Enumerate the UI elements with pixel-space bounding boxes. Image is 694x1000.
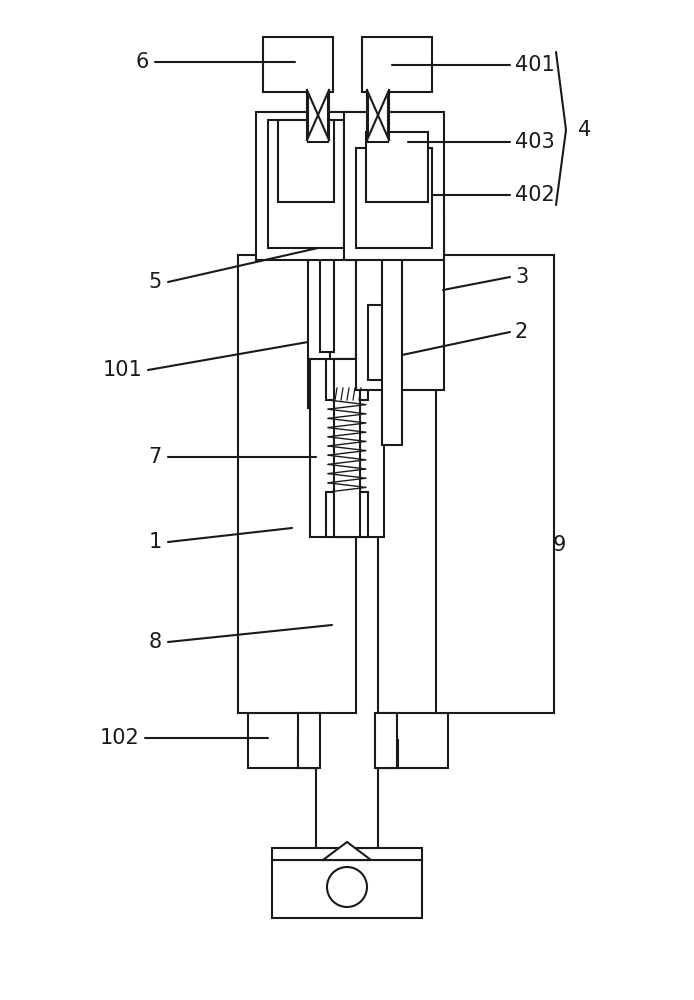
Bar — [362, 37, 432, 92]
Polygon shape — [367, 90, 389, 115]
Bar — [382, 215, 402, 445]
Text: 402: 402 — [515, 185, 555, 205]
Bar — [272, 860, 422, 918]
Bar — [278, 120, 334, 202]
Bar — [298, 713, 320, 768]
Bar — [316, 200, 378, 848]
Polygon shape — [323, 842, 371, 860]
Bar — [368, 90, 388, 142]
Text: 4: 4 — [578, 120, 591, 140]
Text: 1: 1 — [149, 532, 162, 552]
Bar — [272, 848, 422, 860]
Polygon shape — [307, 90, 329, 115]
Text: 5: 5 — [149, 272, 162, 292]
Polygon shape — [367, 115, 389, 140]
Bar — [356, 212, 444, 390]
Bar — [310, 359, 384, 537]
Text: 2: 2 — [515, 322, 528, 342]
Bar — [248, 713, 448, 768]
Bar — [436, 255, 554, 713]
Bar — [366, 132, 428, 202]
Text: 8: 8 — [149, 632, 162, 652]
Text: 7: 7 — [149, 447, 162, 467]
Bar — [320, 132, 334, 352]
Bar — [368, 305, 392, 380]
Text: 401: 401 — [515, 55, 555, 75]
Bar — [268, 120, 344, 248]
Text: 101: 101 — [102, 360, 142, 380]
Bar — [263, 37, 333, 92]
Polygon shape — [307, 115, 329, 140]
Bar — [334, 359, 360, 537]
Bar — [256, 112, 356, 260]
Text: 9: 9 — [553, 535, 566, 555]
Text: 403: 403 — [515, 132, 555, 152]
Text: 102: 102 — [99, 728, 139, 748]
Bar — [356, 148, 432, 248]
Bar — [298, 740, 398, 768]
Bar — [326, 359, 368, 400]
Bar — [326, 492, 368, 537]
Bar — [238, 255, 356, 713]
Text: 3: 3 — [515, 267, 528, 287]
Text: 6: 6 — [135, 52, 149, 72]
Bar — [308, 90, 328, 142]
Bar — [375, 713, 397, 768]
Bar — [308, 233, 330, 408]
Bar — [344, 112, 444, 260]
